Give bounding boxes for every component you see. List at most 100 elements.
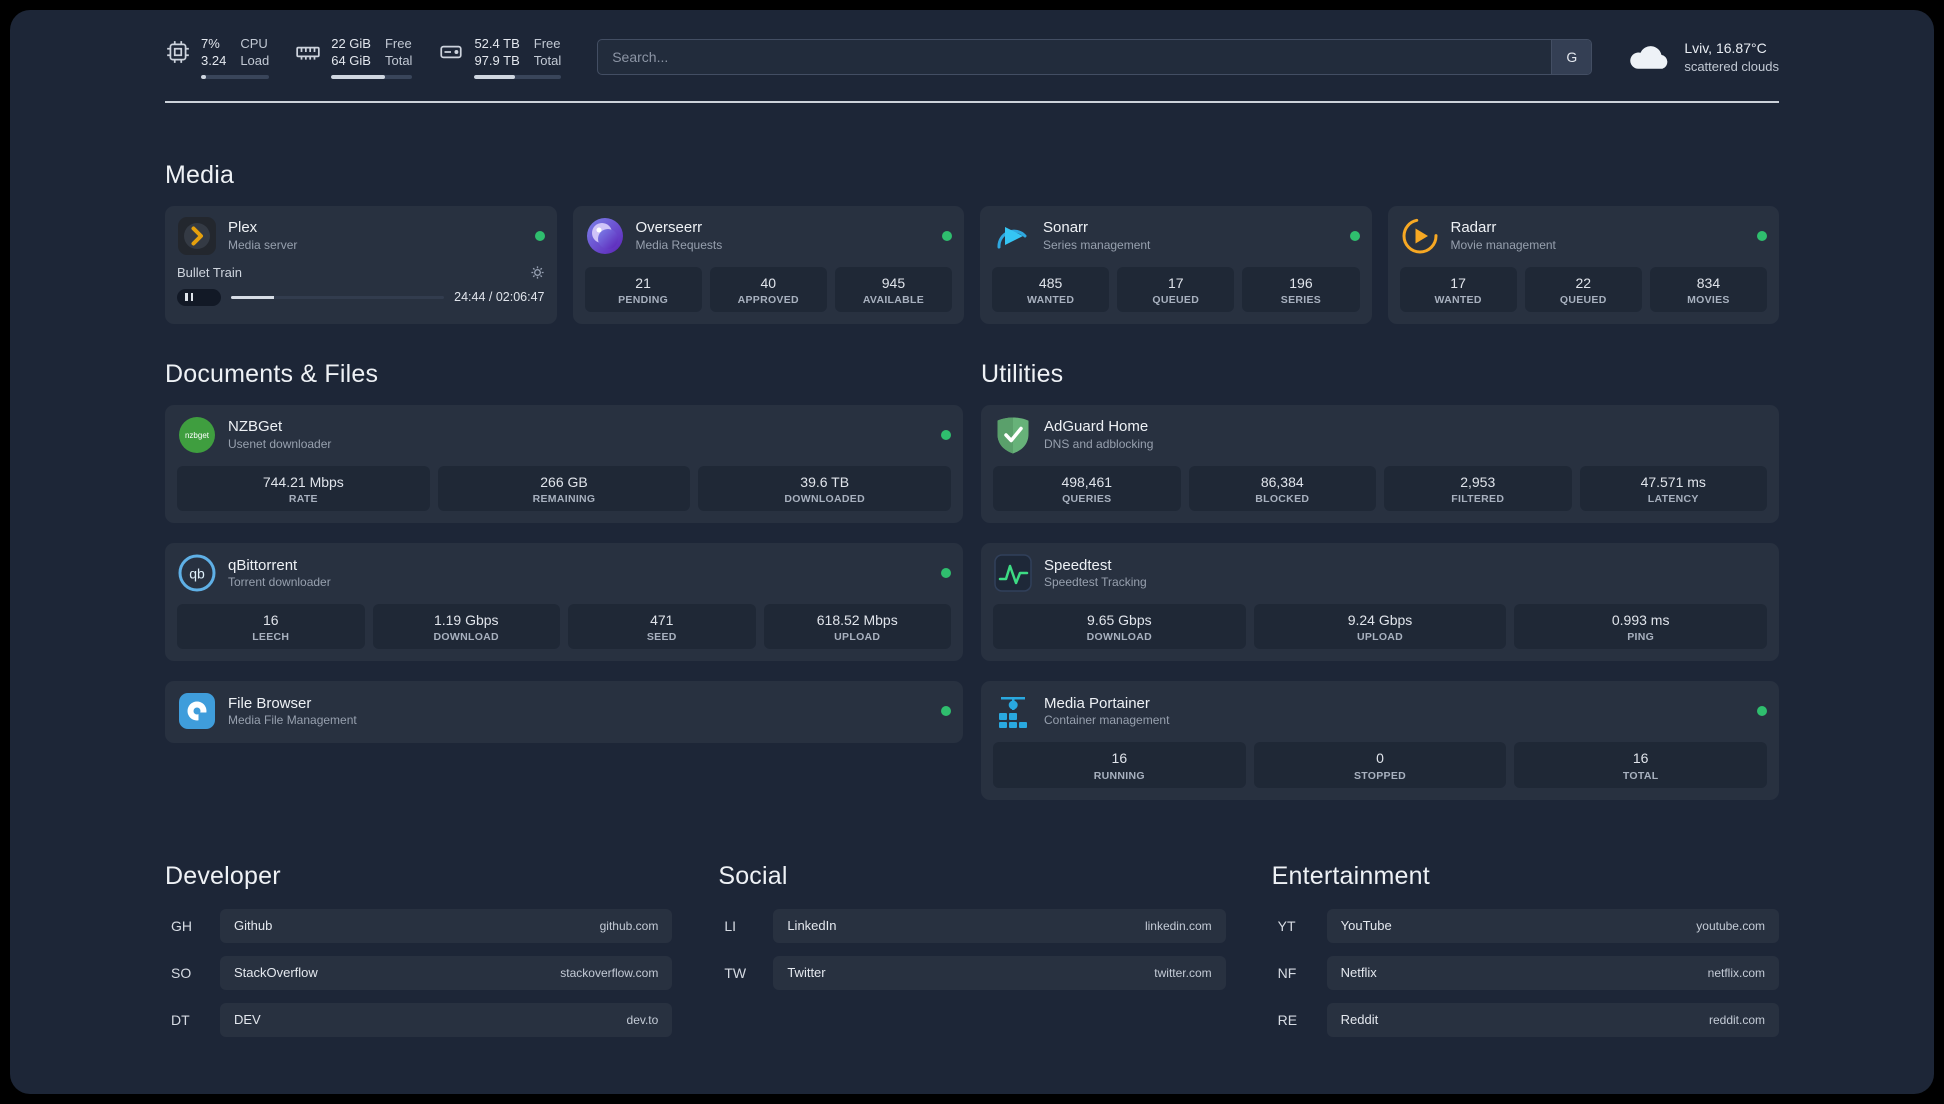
- bookmark-pill[interactable]: Github github.com: [220, 908, 673, 943]
- bookmark-url: youtube.com: [1696, 918, 1765, 933]
- speedtest-icon: [993, 553, 1033, 593]
- search-provider-button[interactable]: G: [1551, 40, 1592, 75]
- bookmark-dev[interactable]: DT DEV dev.to: [165, 1002, 673, 1037]
- bookmark-github[interactable]: GH Github github.com: [165, 908, 673, 943]
- bookmark-reddit[interactable]: RE Reddit reddit.com: [1272, 1002, 1779, 1037]
- stats-row: 744.21 Mbps RATE 266 GB REMAINING 39.6 TB DOW…: [177, 465, 952, 512]
- svg-text:qb: qb: [189, 566, 205, 582]
- stat-value: 618.52 Mbps: [816, 612, 898, 629]
- stat-seed: 471 SEED: [568, 604, 756, 650]
- bookmark-pill[interactable]: Reddit reddit.com: [1326, 1002, 1779, 1037]
- bookmark-list-social: LI LinkedIn linkedin.com TW Twitter twitter.c…: [718, 908, 1226, 990]
- playback-time: 24:44 / 02:06:47: [454, 290, 545, 305]
- stats-row: 9.65 Gbps DOWNLOAD 9.24 Gbps UPLOAD 0.993 ms…: [993, 604, 1768, 650]
- service-name: Sonarr: [1043, 219, 1089, 237]
- stat-label: WANTED: [1026, 293, 1075, 306]
- stat-value: 16: [1111, 750, 1128, 767]
- service-card-speedtest[interactable]: Speedtest Speedtest Tracking 9.65 Gbps DO…: [981, 543, 1779, 662]
- bookmark-pill[interactable]: YouTube youtube.com: [1326, 908, 1779, 943]
- service-card-sonarr[interactable]: Sonarr Series management 485 WANTED 17 QUEU…: [980, 205, 1372, 324]
- stats-row: 16 LEECH 1.19 Gbps DOWNLOAD 471 SEED 618.52 Mb…: [177, 604, 951, 650]
- stats-row: 16 RUNNING 0 STOPPED 16 TOTAL: [993, 742, 1768, 788]
- bookmarks-section: Developer GH Github github.com SO StackOverf…: [165, 862, 1779, 1090]
- bookmark-pill[interactable]: DEV dev.to: [220, 1002, 673, 1037]
- bookmark-list-entertainment: YT YouTube youtube.com NF Netflix netflix.com…: [1272, 908, 1779, 1037]
- bookmark-name: Github: [234, 918, 273, 934]
- stat-label: MOVIES: [1687, 293, 1730, 306]
- stats-row: 498,461 QUERIES 86,384 BLOCKED 2,953 FILTERED…: [993, 465, 1767, 512]
- service-name: Radarr: [1450, 219, 1497, 237]
- radarr-icon: [1400, 216, 1440, 256]
- service-name: Speedtest: [1044, 556, 1112, 574]
- status-dot: [1757, 706, 1767, 717]
- stat-download: 9.65 Gbps DOWNLOAD: [993, 604, 1246, 650]
- bookmark-youtube[interactable]: YT YouTube youtube.com: [1272, 908, 1779, 943]
- service-card-radarr[interactable]: Radarr Movie management 17 WANTED 22 QUEUED…: [1387, 205, 1779, 324]
- status-dot: [941, 568, 951, 579]
- stat-label: APPROVED: [737, 293, 799, 306]
- bookmark-name: Netflix: [1340, 965, 1377, 981]
- stat-remaining: 266 GB REMAINING: [437, 465, 691, 512]
- cpu-usage-bar: [201, 74, 270, 79]
- playback-progress[interactable]: [231, 295, 445, 299]
- stat-label: LATENCY: [1647, 493, 1699, 506]
- stat-pending: 21 PENDING: [584, 266, 702, 312]
- stat-value: 47.571 ms: [1640, 473, 1706, 490]
- service-card-plex[interactable]: Plex Media server Bullet Train: [165, 205, 557, 324]
- section-title-documents: Documents & Files: [165, 359, 379, 388]
- stat-blocked: 86,384 BLOCKED: [1188, 465, 1376, 512]
- stat-available: 945 AVAILABLE: [834, 266, 953, 312]
- bookmark-abbr: NF: [1277, 964, 1297, 981]
- bookmark-linkedin[interactable]: LI LinkedIn linkedin.com: [718, 908, 1226, 943]
- status-dot: [941, 706, 951, 717]
- bookmark-name: Reddit: [1340, 1012, 1379, 1028]
- service-card-portainer[interactable]: Media Portainer Container management 16 R…: [981, 681, 1779, 800]
- bookmark-pill[interactable]: StackOverflow stackoverflow.com: [220, 955, 673, 990]
- disk-usage-bar: [474, 74, 562, 79]
- service-card-nzbget[interactable]: nzbget NZBGet Usenet downloader 744.21 M…: [165, 404, 963, 524]
- bookmark-name: Twitter: [787, 965, 826, 981]
- service-name: qBittorrent: [228, 556, 298, 574]
- stat-value: 17: [1167, 274, 1184, 291]
- bookmark-list-developer: GH Github github.com SO StackOverflow stackov…: [165, 908, 673, 1037]
- bookmark-abbr: DT: [171, 1011, 190, 1028]
- section-title-media: Media: [165, 160, 235, 189]
- stat-label: REMAINING: [532, 493, 596, 506]
- stat-value: 2,953: [1460, 473, 1496, 490]
- service-card-filebrowser[interactable]: File Browser Media File Management: [165, 681, 963, 744]
- bookmark-twitter[interactable]: TW Twitter twitter.com: [718, 955, 1226, 990]
- bookmark-stackoverflow[interactable]: SO StackOverflow stackoverflow.com: [165, 955, 673, 990]
- service-card-overseerr[interactable]: Overseerr Media Requests 21 PENDING 40 APPR…: [572, 205, 964, 324]
- bookmark-pill[interactable]: LinkedIn linkedin.com: [773, 908, 1226, 943]
- service-name: Overseerr: [635, 219, 703, 237]
- stat-value: 266 GB: [540, 473, 588, 490]
- qbittorrent-icon: qb: [177, 553, 217, 593]
- status-dot: [1757, 230, 1767, 241]
- stat-wanted: 485 WANTED: [992, 266, 1110, 312]
- pause-button[interactable]: [177, 288, 221, 306]
- now-playing-title: Bullet Train: [177, 264, 243, 280]
- bookmark-netflix[interactable]: NF Netflix netflix.com: [1272, 955, 1779, 990]
- memory-widget: 22 GiB 64 GiB Free Total: [295, 36, 413, 79]
- service-card-qbittorrent[interactable]: qb qBittorrent Torrent downloader 16 LEEC…: [165, 543, 963, 662]
- bookmark-pill[interactable]: Netflix netflix.com: [1326, 955, 1779, 990]
- bookmark-url: dev.to: [626, 1012, 659, 1027]
- stat-running: 16 RUNNING: [993, 742, 1246, 788]
- bookmark-pill[interactable]: Twitter twitter.com: [773, 955, 1226, 990]
- stat-stopped: 0 STOPPED: [1253, 742, 1507, 788]
- stat-value: 945: [881, 274, 906, 291]
- plex-icon: [177, 216, 217, 256]
- stat-label: PENDING: [618, 293, 669, 306]
- search-input[interactable]: [598, 40, 1552, 75]
- stat-value: 21: [635, 274, 651, 291]
- sonarr-icon: [992, 216, 1032, 256]
- bookmark-url: twitter.com: [1154, 965, 1212, 980]
- section-title-social: Social: [718, 861, 788, 890]
- service-description: Speedtest Tracking: [1044, 575, 1147, 590]
- service-name: File Browser: [228, 694, 312, 712]
- stat-value: 17: [1450, 274, 1466, 291]
- service-name: Plex: [228, 219, 258, 237]
- gear-icon[interactable]: [530, 265, 545, 280]
- stats-row: 485 WANTED 17 QUEUED 196 SERIES: [992, 266, 1360, 312]
- service-card-adguard[interactable]: AdGuard Home DNS and adblocking 498,461 Q…: [981, 404, 1779, 524]
